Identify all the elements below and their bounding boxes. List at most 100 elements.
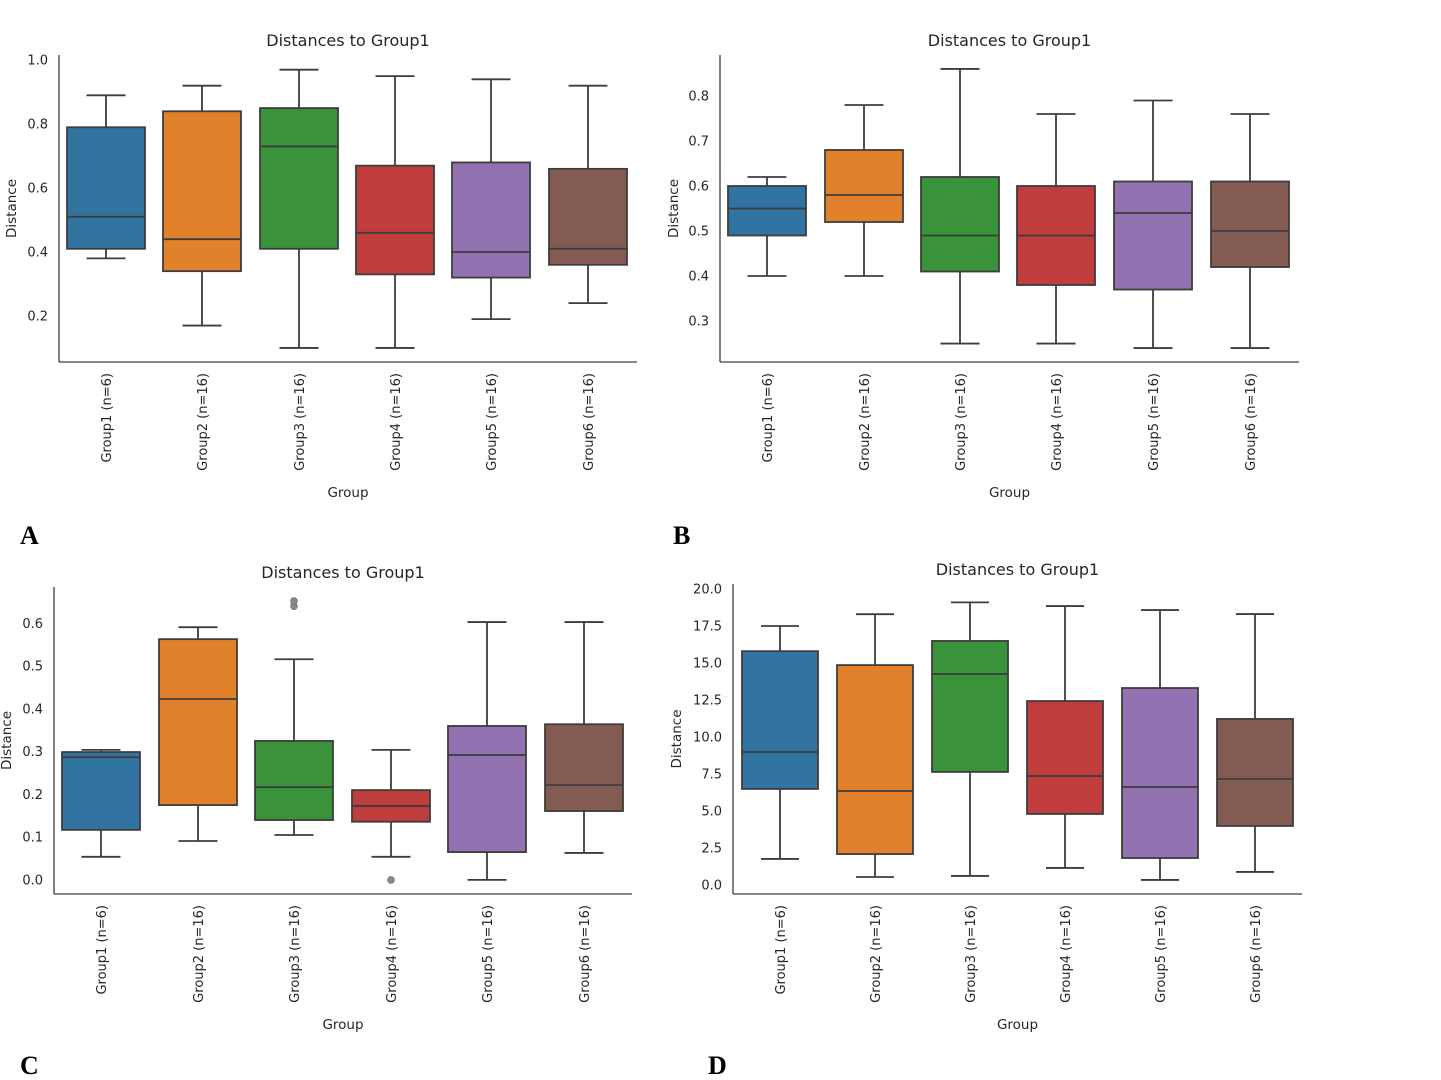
x-tick-label: Group6 (n=16) <box>578 905 593 1003</box>
box-4: Group4 (n=16) <box>1016 113 1096 471</box>
x-tick-label: Group2 (n=16) <box>858 373 873 471</box>
x-tick-label: Group5 (n=16) <box>1147 373 1162 471</box>
box-2: Group2 (n=16) <box>824 104 904 471</box>
y-tick-label: 2.5 <box>701 841 722 856</box>
y-tick-label: 15.0 <box>693 657 722 672</box>
x-axis-label: Group <box>322 1017 363 1033</box>
y-tick-label: 0.5 <box>22 660 43 675</box>
box-5: Group5 (n=16) <box>1113 99 1193 471</box>
y-tick-label: 20.0 <box>693 583 722 598</box>
box-iqr <box>741 650 819 790</box>
y-tick-label: 0.4 <box>22 702 43 717</box>
chart-title: Distances to Group1 <box>936 560 1099 579</box>
x-tick-label: Group2 (n=16) <box>196 373 211 471</box>
box-1: Group1 (n=6) <box>727 176 807 463</box>
outlier-point <box>387 876 395 884</box>
box-iqr <box>544 723 624 812</box>
panel-a: Distances to Group1 0.2 0.4 0.6 0.8 1.0 Distan… <box>4 31 637 550</box>
panel-letter: D <box>708 1051 727 1080</box>
box-3: Group3 (n=16) <box>254 597 334 1003</box>
y-tick-label: 0.6 <box>27 182 48 197</box>
x-tick-label: Group2 (n=16) <box>869 905 884 1003</box>
y-tick-label: 0.0 <box>701 878 722 893</box>
box-iqr <box>355 164 435 276</box>
box-iqr <box>259 107 339 250</box>
box-3: Group3 (n=16) <box>259 68 339 471</box>
y-tick-label: 0.6 <box>688 179 709 194</box>
x-tick-label: Group1 (n=6) <box>100 373 115 463</box>
box-iqr <box>1113 180 1193 291</box>
x-tick-label: Group1 (n=6) <box>774 905 789 995</box>
y-tick-label: 0.1 <box>22 831 43 846</box>
box-iqr <box>920 176 1000 273</box>
y-axis-label: Distance <box>4 179 20 238</box>
panel-letter: C <box>20 1051 39 1080</box>
y-axis-label: Distance <box>0 711 15 770</box>
y-tick-label: 0.6 <box>22 617 43 632</box>
x-tick-label: Group6 (n=16) <box>1244 373 1259 471</box>
box-iqr <box>158 638 238 806</box>
panel-b: Distances to Group1 0.3 0.4 0.5 0.6 0.7 0.8 Dis… <box>666 31 1299 550</box>
box-iqr <box>447 725 527 853</box>
x-tick-label: Group4 (n=16) <box>385 905 400 1003</box>
y-tick-label: 0.7 <box>688 134 709 149</box>
chart-title: Distances to Group1 <box>261 563 424 582</box>
box-iqr <box>61 751 141 831</box>
panel-letter: A <box>20 521 39 550</box>
y-tick-label: 0.4 <box>688 270 709 285</box>
box-3: Group3 (n=16) <box>931 601 1009 1003</box>
y-tick-label: 0.4 <box>27 245 48 260</box>
chart-title: Distances to Group1 <box>266 31 429 50</box>
y-tick-label: 10.0 <box>693 731 722 746</box>
x-axis-label: Group <box>989 485 1030 501</box>
box-iqr <box>254 740 334 821</box>
box-6: Group6 (n=16) <box>1210 113 1290 471</box>
box-iqr <box>548 167 628 266</box>
x-tick-label: Group4 (n=16) <box>389 373 404 471</box>
box-6: Group6 (n=16) <box>548 84 628 471</box>
x-tick-label: Group2 (n=16) <box>192 905 207 1003</box>
box-iqr <box>66 126 146 250</box>
box-iqr <box>1121 687 1199 859</box>
panel-c: Distances to Group1 0.0 0.1 0.2 0.3 0.4 0.5 0.6… <box>0 563 632 1080</box>
box-iqr <box>162 110 242 273</box>
x-tick-label: Group3 (n=16) <box>964 905 979 1003</box>
x-tick-label: Group1 (n=6) <box>95 905 110 995</box>
x-tick-label: Group5 (n=16) <box>1154 905 1169 1003</box>
box-5: Group5 (n=16) <box>451 78 531 471</box>
box-2: Group2 (n=16) <box>162 84 242 471</box>
x-tick-label: Group5 (n=16) <box>485 373 500 471</box>
box-1: Group1 (n=6) <box>741 625 819 995</box>
y-tick-label: 0.3 <box>688 315 709 330</box>
x-tick-label: Group3 (n=16) <box>288 905 303 1003</box>
box-5: Group5 (n=16) <box>447 621 527 1003</box>
y-tick-label: 0.2 <box>27 309 48 324</box>
outlier-point <box>290 597 298 605</box>
box-3: Group3 (n=16) <box>920 68 1000 471</box>
box-4: Group4 (n=16) <box>351 749 431 1003</box>
box-iqr <box>931 640 1009 773</box>
y-tick-label: 0.8 <box>27 118 48 133</box>
y-axis-label: Distance <box>669 709 685 768</box>
box-1: Group1 (n=6) <box>66 94 146 463</box>
box-4: Group4 (n=16) <box>355 75 435 471</box>
box-2: Group2 (n=16) <box>836 613 914 1003</box>
x-tick-label: Group4 (n=16) <box>1050 373 1065 471</box>
x-tick-label: Group3 (n=16) <box>954 373 969 471</box>
y-tick-label: 12.5 <box>693 694 722 709</box>
box-5: Group5 (n=16) <box>1121 609 1199 1003</box>
y-tick-label: 0.5 <box>688 225 709 240</box>
box-iqr <box>1210 180 1290 268</box>
y-tick-label: 0.0 <box>22 873 43 888</box>
panel-letter: B <box>673 521 690 550</box>
box-2: Group2 (n=16) <box>158 626 238 1003</box>
box-1: Group1 (n=6) <box>61 749 141 995</box>
y-tick-label: 17.5 <box>693 620 722 635</box>
x-tick-label: Group5 (n=16) <box>481 905 496 1003</box>
y-tick-label: 7.5 <box>701 767 722 782</box>
y-tick-label: 0.3 <box>22 745 43 760</box>
x-tick-label: Group6 (n=16) <box>582 373 597 471</box>
box-4: Group4 (n=16) <box>1026 605 1104 1003</box>
